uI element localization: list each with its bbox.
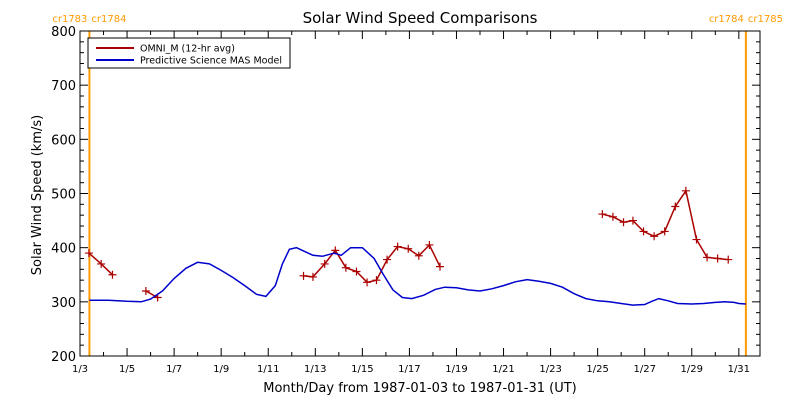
data-point-marker: [660, 227, 669, 236]
data-point-marker: [681, 186, 690, 195]
x-tick-label: 1/17: [398, 364, 420, 375]
data-point-marker: [320, 259, 329, 268]
y-axis-label: Solar Wind Speed (km/s): [30, 115, 45, 275]
data-point-marker: [414, 251, 423, 260]
data-point-marker: [608, 212, 617, 221]
x-tick-label: 1/15: [351, 364, 373, 375]
data-point-marker: [703, 253, 712, 262]
data-point-marker: [299, 271, 308, 280]
x-tick-label: 1/29: [681, 364, 703, 375]
rotation-markers: cr1783 cr1784 cr1784 cr1785: [52, 14, 783, 356]
x-tick-label: 1/5: [119, 364, 135, 375]
data-series: [84, 186, 746, 306]
x-tick-label: 1/31: [728, 364, 750, 375]
legend-label: OMNI_M (12-hr avg): [140, 44, 235, 55]
y-tick-label: 700: [51, 79, 76, 94]
data-point-marker: [425, 240, 434, 249]
data-point-marker: [352, 267, 361, 276]
x-tick-label: 1/13: [304, 364, 326, 375]
plot-frame: [79, 30, 761, 357]
x-tick-label: 1/19: [445, 364, 467, 375]
data-point-marker: [308, 272, 317, 281]
x-tick-label: 1/23: [539, 364, 561, 375]
data-point-marker: [404, 244, 413, 253]
series-line: [602, 188, 729, 261]
series-line: [89, 246, 746, 306]
x-axis-label: Month/Day from 1987-01-03 to 1987-01-31 …: [263, 381, 576, 396]
y-tick-label: 200: [51, 350, 76, 365]
data-point-marker: [724, 255, 733, 264]
chart-title: Solar Wind Speed Comparisons: [303, 9, 538, 27]
data-point-marker: [341, 263, 350, 272]
data-point-marker: [692, 235, 701, 244]
x-tick-label: 1/7: [166, 364, 182, 375]
legend-label: Predictive Science MAS Model: [140, 56, 282, 67]
rotation-label-after: cr1784: [91, 14, 126, 25]
data-point-marker: [97, 259, 106, 268]
legend-box: [87, 37, 291, 69]
data-point-marker: [598, 210, 607, 219]
data-point-marker: [84, 249, 93, 258]
y-tick-label: 600: [51, 133, 76, 148]
rotation-label-before: cr1784: [709, 14, 744, 25]
x-tick-label: 1/25: [586, 364, 608, 375]
data-point-marker: [372, 276, 381, 285]
data-point-marker: [436, 262, 444, 271]
x-tick-label: 1/21: [492, 364, 514, 375]
axis-ticks: 200 300 400 500 600 700 800 1/3 1/5 1/7 1/9 1/11 1/1…: [51, 25, 760, 375]
data-point-marker: [671, 202, 680, 211]
data-point-marker: [383, 255, 392, 264]
data-point-marker: [639, 227, 648, 236]
legend: OMNI_M (12-hr avg)Predictive Science MAS…: [87, 37, 291, 69]
data-point-marker: [650, 232, 659, 241]
series-line: [145, 290, 158, 299]
data-point-marker: [393, 242, 402, 251]
data-point-marker: [141, 287, 150, 295]
data-point-marker: [713, 254, 722, 263]
rotation-label-before: cr1783: [52, 14, 87, 25]
data-point-marker: [619, 218, 628, 227]
data-point-marker: [363, 278, 372, 287]
x-tick-label: 1/9: [213, 364, 229, 375]
y-tick-label: 400: [51, 242, 76, 257]
data-point-marker: [108, 270, 117, 279]
x-tick-label: 1/27: [633, 364, 655, 375]
y-tick-label: 800: [51, 25, 76, 40]
data-point-marker: [628, 216, 637, 225]
y-tick-label: 500: [51, 188, 76, 203]
x-tick-label: 1/3: [72, 364, 88, 375]
x-tick-label: 1/11: [257, 364, 279, 375]
y-tick-label: 300: [51, 296, 76, 311]
rotation-label-after: cr1785: [748, 14, 783, 25]
series-line: [303, 243, 441, 284]
